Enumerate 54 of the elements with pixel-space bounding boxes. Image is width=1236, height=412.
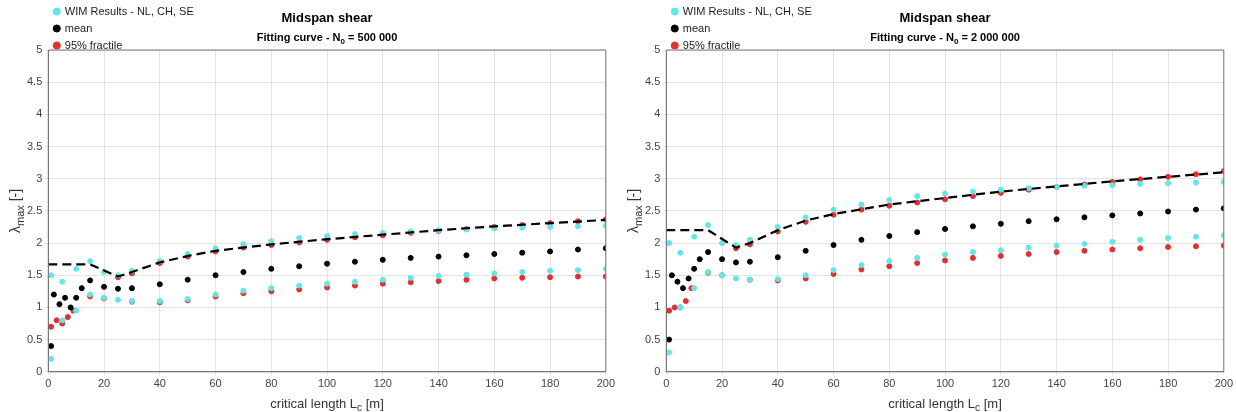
x-tick-label: 20 [97,377,111,390]
chart-title: Midspan shear [899,9,991,25]
legend-label: WIM Results - NL, CH, SE [64,4,194,17]
x-tick-label: 0 [45,377,52,390]
y-tick-label: 1.5 [644,268,661,281]
y-tick-label: 4.5 [644,75,661,88]
y-tick-label: 3.5 [644,139,661,152]
x-tick-label: 200 [1214,377,1233,390]
y-tick-label: 0 [654,364,661,377]
legend-label: mean [64,21,93,34]
y-tick-label: 2.5 [26,203,43,216]
y-axis-title: λmax [-] [6,188,26,233]
y-tick-label: 2 [36,236,43,249]
x-tick-label: 160 [485,377,504,390]
x-tick-label: 100 [317,377,337,390]
legend-label: 95% fractile [682,38,741,51]
y-tick-label: 3 [654,171,661,184]
y-tick-label: 5 [36,43,43,56]
x-tick-label: 100 [935,377,955,390]
y-tick-label: 3.5 [26,139,43,152]
x-tick-label: 60 [209,377,222,390]
y-tick-label: 2 [654,236,661,249]
chart-title: Midspan shear [281,9,373,25]
y-tick-label: 0.5 [644,332,661,345]
legend-label: WIM Results - NL, CH, SE [682,4,812,17]
x-tick-label: 80 [265,377,278,390]
x-tick-label: 140 [1047,377,1066,390]
x-tick-label: 180 [540,377,560,390]
y-tick-label: 0 [36,364,43,377]
y-tick-label: 2.5 [644,203,661,216]
y-tick-label: 1 [654,300,661,313]
x-tick-label: 200 [596,377,615,390]
x-tick-label: 0 [663,377,670,390]
x-tick-label: 120 [373,377,392,390]
y-tick-label: 1.5 [26,268,43,281]
y-tick-label: 1 [36,300,43,313]
y-tick-label: 0.5 [26,332,43,345]
y-tick-label: 3 [36,171,43,184]
y-tick-label: 4 [654,107,661,120]
x-tick-label: 120 [991,377,1010,390]
x-tick-label: 60 [827,377,840,390]
x-tick-label: 160 [1103,377,1122,390]
legend-label: mean [682,21,711,34]
x-tick-label: 140 [429,377,448,390]
x-tick-label: 40 [771,377,784,390]
x-tick-label: 20 [715,377,729,390]
y-tick-label: 4.5 [26,75,43,88]
x-tick-label: 80 [883,377,896,390]
y-axis-title: λmax [-] [624,188,644,233]
legend-label: 95% fractile [64,38,123,51]
x-tick-label: 180 [1158,377,1178,390]
y-tick-label: 4 [36,107,43,120]
x-tick-label: 40 [153,377,166,390]
y-tick-label: 5 [654,43,661,56]
